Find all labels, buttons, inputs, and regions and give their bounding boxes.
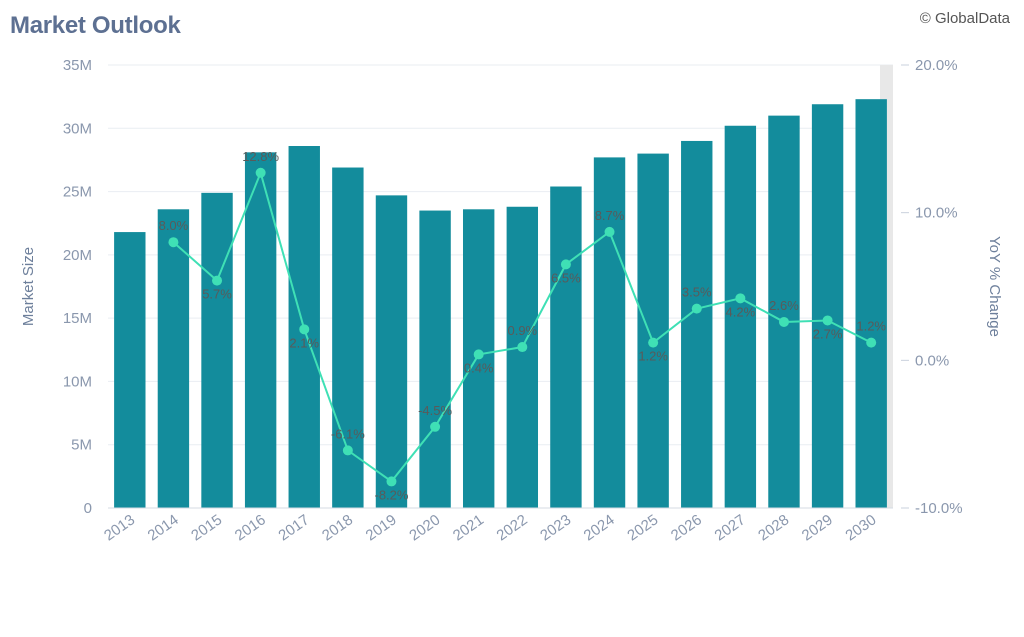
yoy-data-label: -8.2%	[374, 487, 408, 502]
chart-title: Market Outlook	[10, 12, 181, 39]
yoy-data-label: 2.6%	[769, 298, 799, 313]
x-tick-label: 2021	[450, 511, 487, 544]
yoy-data-label: -6.1%	[331, 426, 365, 441]
yoy-point	[255, 167, 266, 178]
bar	[550, 186, 582, 508]
yoy-point	[691, 303, 702, 314]
yoy-data-label: 3.5%	[682, 285, 712, 300]
y2-tick-label: -10.0%	[915, 500, 963, 517]
y2-tick-label: 10.0%	[915, 205, 958, 222]
yoy-point	[517, 342, 528, 353]
y-tick-label: 15M	[63, 310, 92, 327]
y-tick-label: 25M	[63, 184, 92, 201]
x-tick-label: 2026	[668, 511, 705, 544]
x-tick-label: 2018	[319, 511, 356, 544]
y-tick-label: 5M	[71, 437, 92, 454]
x-tick-label: 2023	[537, 511, 574, 544]
x-tick-label: 2020	[406, 511, 443, 544]
yoy-point	[866, 337, 877, 348]
yoy-data-label: 2.7%	[813, 326, 843, 341]
y2-tick-label: 20.0%	[915, 57, 958, 74]
yoy-point	[212, 275, 223, 286]
bar	[332, 167, 364, 508]
credit-label: © GlobalData	[919, 10, 1010, 27]
bar	[768, 115, 800, 508]
y2-axis-title: YoY % Change	[986, 236, 1003, 337]
yoy-point	[299, 324, 310, 335]
yoy-point	[430, 421, 441, 432]
y-tick-label: 20M	[63, 247, 92, 264]
bar	[637, 153, 669, 508]
x-tick-label: 2013	[101, 511, 138, 544]
bar	[244, 152, 277, 508]
x-tick-label: 2015	[188, 511, 225, 544]
x-tick-label: 2014	[145, 511, 182, 544]
x-tick-label: 2027	[712, 511, 749, 544]
yoy-point	[735, 293, 746, 304]
y-tick-label: 0	[84, 500, 92, 517]
yoy-data-label: 8.0%	[159, 218, 189, 233]
x-tick-label: 2028	[755, 511, 792, 544]
label-layer: 8.0% 5.7% 12.8% 2.1% -6.1% -8.2% -4.5% 0.4% 0.9%…	[159, 149, 887, 503]
yoy-data-label: 4.2%	[726, 304, 756, 319]
yoy-data-label: 12.8%	[242, 149, 279, 164]
x-tick-label: 2019	[363, 511, 400, 544]
yoy-data-label: 1.2%	[856, 319, 886, 334]
x-tick-label: 2030	[842, 511, 879, 544]
y-tick-label: 10M	[63, 373, 92, 390]
bar-layer	[114, 99, 887, 509]
x-tick-label: 2017	[275, 511, 312, 544]
bar	[724, 125, 757, 509]
yoy-data-label: 0.4%	[464, 360, 494, 375]
yoy-data-label: 2.1%	[289, 335, 319, 350]
yoy-data-label: -4.5%	[418, 403, 452, 418]
y2-tick-label: 0.0%	[915, 352, 949, 369]
bar	[375, 195, 408, 508]
x-tick-label: 2016	[232, 511, 269, 544]
x-tick-label: 2024	[581, 511, 618, 544]
line-layer	[168, 167, 877, 487]
bar	[201, 192, 233, 508]
yoy-point	[648, 337, 659, 348]
bar	[419, 210, 451, 509]
bar	[593, 157, 626, 508]
bar	[114, 232, 146, 508]
bar	[506, 206, 539, 508]
y-axis-title: Market Size	[20, 247, 37, 326]
yoy-point	[342, 445, 353, 456]
yoy-point	[778, 316, 789, 327]
yoy-point	[822, 315, 833, 326]
bar	[855, 99, 887, 508]
yoy-point	[560, 259, 571, 270]
y-tick-label: 30M	[63, 120, 92, 137]
x-tick-label: 2025	[624, 511, 661, 544]
x-tick-label: 2029	[799, 511, 836, 544]
yoy-point	[386, 476, 397, 487]
yoy-data-label: 0.9%	[507, 323, 537, 338]
x-tick-label: 2022	[494, 511, 531, 544]
yoy-data-label: 6.5%	[551, 270, 581, 285]
yoy-point	[473, 349, 484, 360]
y-tick-label: 35M	[63, 57, 92, 74]
yoy-data-label: 8.7%	[595, 208, 625, 223]
bar	[157, 209, 190, 508]
yoy-data-label: 5.7%	[202, 287, 232, 302]
bar	[811, 104, 844, 508]
yoy-point	[168, 237, 179, 248]
yoy-data-label: 1.2%	[638, 349, 668, 364]
yoy-point	[604, 226, 615, 237]
bar	[681, 140, 713, 508]
